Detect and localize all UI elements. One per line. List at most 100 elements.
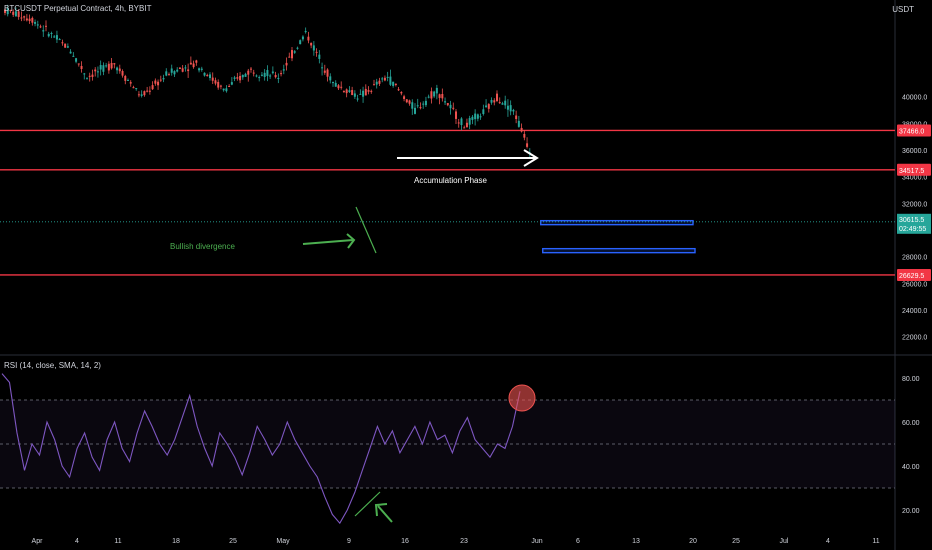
candle-body xyxy=(427,96,430,98)
candle-body xyxy=(165,71,168,76)
current-price-value: 30615.5 xyxy=(899,217,924,224)
candle-body xyxy=(351,90,354,95)
candle-body xyxy=(217,81,220,88)
candle-body xyxy=(474,113,477,120)
candle-body xyxy=(373,84,375,86)
candle-body xyxy=(162,78,165,80)
candle-body xyxy=(263,72,266,77)
chart-title: BTCUSDT Perpetual Contract, 4h, BYBIT xyxy=(4,4,152,13)
x-tick-label: 20 xyxy=(689,538,697,545)
candle-body xyxy=(47,33,50,37)
candle-body xyxy=(39,26,42,28)
rsi-tick-label: 20.00 xyxy=(902,508,920,515)
arrow-head xyxy=(523,149,539,167)
candle-body xyxy=(200,68,203,70)
candle-body xyxy=(80,66,83,69)
level-tag-label: 26629.5 xyxy=(899,273,924,280)
candle-body xyxy=(312,45,315,51)
candle-body xyxy=(479,116,482,118)
divergence-trend-rsi xyxy=(354,491,381,517)
candle-body xyxy=(323,70,326,73)
price-tick-label: 36000.0 xyxy=(902,148,927,155)
candle-body xyxy=(252,72,255,74)
candle-body xyxy=(219,85,222,87)
candle-body xyxy=(206,74,209,77)
candle-body xyxy=(463,127,466,129)
zone-upper xyxy=(540,219,694,226)
candle-body xyxy=(36,24,39,26)
candle-body xyxy=(340,86,343,88)
divergence-arrow-rsi-head xyxy=(374,503,388,517)
candle-body xyxy=(408,100,411,104)
candle-body xyxy=(88,75,91,77)
candle-body xyxy=(99,65,102,70)
candle-body xyxy=(121,71,124,76)
x-tick-label: 9 xyxy=(347,538,351,545)
candle-body xyxy=(135,88,138,90)
candle-body xyxy=(493,100,496,103)
price-tick-label: 28000.0 xyxy=(902,255,927,262)
candle-body xyxy=(20,17,23,19)
candle-body xyxy=(455,111,457,119)
candle-body xyxy=(154,80,157,84)
candle-body xyxy=(181,68,184,72)
candle-body xyxy=(110,62,113,69)
candle-body xyxy=(9,10,12,12)
candle-body xyxy=(422,103,425,105)
candle-body xyxy=(105,65,108,67)
candle-body xyxy=(280,73,283,75)
candle-body xyxy=(345,89,348,94)
divergence-arrow-rsi xyxy=(377,505,393,523)
candle-body xyxy=(75,58,78,62)
candle-body xyxy=(250,68,252,70)
candle-body xyxy=(411,102,414,109)
candle-body xyxy=(157,81,160,86)
candle-body xyxy=(523,133,526,138)
candle-body xyxy=(14,11,17,17)
level-tag-label: 34517.5 xyxy=(899,168,924,175)
candle-body xyxy=(334,82,337,87)
candle-body xyxy=(329,76,332,81)
x-tick-label: 18 xyxy=(172,538,180,545)
x-tick-label: 23 xyxy=(460,538,468,545)
candle-body xyxy=(332,82,334,84)
candle-body xyxy=(394,83,397,86)
candle-body xyxy=(315,51,318,53)
candle-body xyxy=(444,101,447,103)
candle-body xyxy=(433,91,436,97)
candle-body xyxy=(184,67,187,69)
candle-body xyxy=(441,93,444,99)
candle-body xyxy=(282,69,285,71)
candle-body xyxy=(225,88,228,92)
currency-label: USDT xyxy=(892,5,914,14)
x-tick-label: 16 xyxy=(401,538,409,545)
candle-body xyxy=(118,68,121,72)
x-tick-label: 11 xyxy=(114,538,121,545)
candle-body xyxy=(301,36,304,40)
candle-body xyxy=(285,62,288,66)
x-tick-label: 11 xyxy=(872,538,879,545)
candle-body xyxy=(419,107,422,109)
candle-body xyxy=(189,62,192,65)
rsi-tick-label: 40.00 xyxy=(902,464,920,471)
candle-body xyxy=(209,74,211,79)
price-tick-label: 32000.0 xyxy=(902,201,927,208)
candle-body xyxy=(28,18,31,22)
candle-body xyxy=(288,56,291,58)
price-tick-label: 22000.0 xyxy=(902,335,927,342)
candle-body xyxy=(6,8,9,15)
candle-body xyxy=(148,90,151,92)
candle-body xyxy=(86,78,88,80)
level-tag xyxy=(897,268,931,281)
candle-body xyxy=(307,36,310,41)
candle-body xyxy=(359,93,362,95)
candle-body xyxy=(116,67,119,71)
price-tick-label: 34000.0 xyxy=(902,175,927,182)
candle-body xyxy=(520,127,523,132)
candle-body xyxy=(83,73,86,75)
candle-body xyxy=(146,90,149,92)
candle-body xyxy=(127,79,129,81)
candle-body xyxy=(187,69,190,72)
candle-body xyxy=(506,105,509,110)
candle-body xyxy=(233,77,236,79)
